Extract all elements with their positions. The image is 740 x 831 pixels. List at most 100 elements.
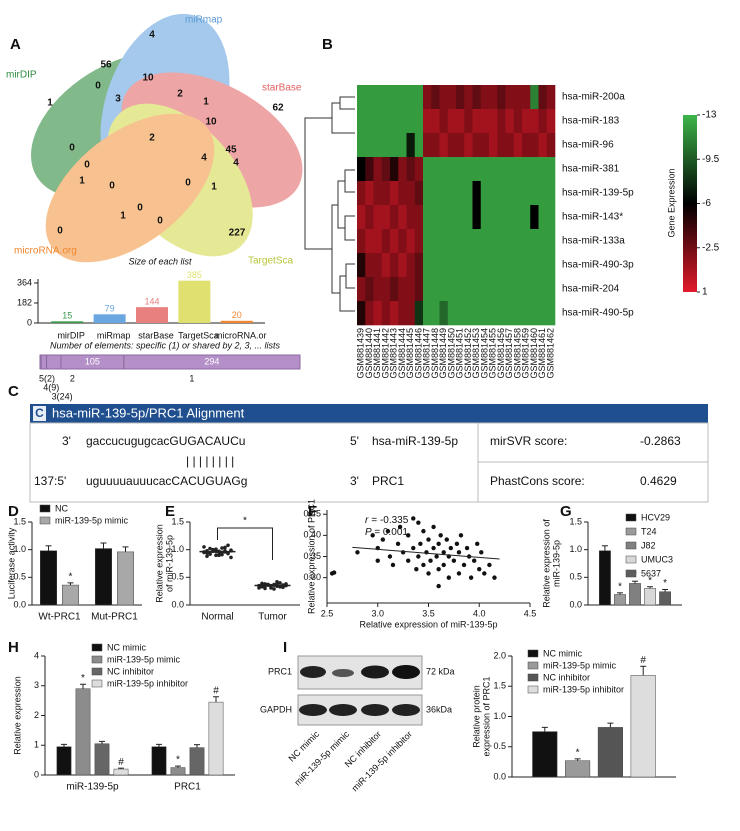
band-size: 36kDa: [426, 704, 452, 714]
heatmap-cell: [480, 181, 490, 206]
heatmap-cell: [513, 181, 523, 206]
heatmap-cell: [365, 301, 374, 326]
heatmap-cell: [357, 181, 366, 206]
heatmap-cell: [439, 85, 449, 110]
heatmap-cell: [522, 157, 531, 182]
bar: [220, 320, 253, 323]
bar: [40, 550, 57, 606]
heatmap-cell: [505, 229, 515, 254]
value-label: 20: [232, 310, 242, 320]
legend-swatch: [527, 661, 539, 670]
heatmap-cell: [505, 133, 515, 158]
heatmap-cell: [414, 85, 424, 110]
venn-count: 0: [57, 226, 63, 237]
bar: [93, 314, 126, 323]
heatmap-cell: [423, 133, 432, 158]
row-label: hsa-miR-490-3p: [562, 260, 634, 271]
column-label: GSM881460: [529, 328, 539, 379]
stat-label: P =: [365, 527, 380, 538]
heatmap-cell: [357, 109, 366, 134]
bar: [151, 746, 167, 776]
heatmap-cell: [398, 229, 407, 254]
dot: [208, 551, 212, 556]
stat: r = -0.335: [365, 515, 409, 526]
segment-label: 4(9): [43, 382, 59, 392]
heatmap-cell: [472, 253, 482, 278]
heatmap-cell: [414, 205, 424, 230]
legend-label: miR-139-5p mimic: [55, 515, 129, 525]
band: [392, 704, 420, 716]
point: [477, 566, 482, 572]
y-tick-label: 0.0: [13, 599, 26, 609]
x-tick-label: 4.0: [473, 608, 486, 618]
heatmap-cell: [381, 253, 391, 278]
y-axis-label: Relative expression of: [541, 519, 551, 608]
dot: [278, 581, 282, 585]
heatmap-cell: [489, 277, 498, 302]
heatmap-cell: [447, 277, 457, 302]
bar: [94, 743, 110, 776]
heatmap-cell: [513, 85, 523, 110]
legend-swatch: [625, 569, 637, 578]
dot: [229, 555, 233, 560]
heatmap-cell: [381, 133, 391, 158]
significance-bracket: [217, 527, 273, 560]
column-label: GSM881449: [438, 328, 448, 379]
heatmap-cell: [439, 181, 449, 206]
band: [361, 665, 389, 679]
heatmap-cell: [447, 85, 457, 110]
heatmap-cell: [381, 109, 391, 134]
row-label: hsa-miR-204: [562, 284, 620, 295]
score-value: -0.2863: [640, 434, 681, 448]
heatmap-cell: [414, 157, 424, 182]
heatmap-cell: [546, 109, 556, 134]
heatmap-cell: [406, 181, 416, 206]
colorbar-tick-label: -6: [702, 198, 711, 209]
band: [329, 704, 357, 716]
y-tick-label: 0.0: [493, 771, 506, 781]
heatmap-cell: [414, 229, 424, 254]
heatmap-cell: [398, 85, 407, 110]
venn-caption: Size of each list: [128, 256, 192, 266]
heatmap-cell: [497, 181, 506, 206]
heatmap-cell: [357, 253, 366, 278]
row-label: hsa-miR-139-5p: [562, 188, 634, 199]
heatmap-cell: [546, 157, 556, 182]
x-tick-label: TargetSca: [178, 330, 219, 340]
heatmap-cell: [398, 205, 407, 230]
panel-label: I: [283, 639, 287, 656]
heatmap-cell: [365, 205, 374, 230]
column-label: GSM881458: [512, 328, 522, 379]
heatmap-cell: [480, 133, 490, 158]
legend-label: 5637: [641, 568, 661, 578]
dot: [272, 587, 276, 591]
venn-count: 4: [233, 158, 239, 169]
x-tick-label: 3.0: [371, 608, 384, 618]
heatmap-cell: [530, 133, 539, 158]
band: [361, 704, 389, 716]
point: [446, 575, 451, 580]
point: [475, 541, 480, 547]
heatmap-cell: [431, 277, 440, 302]
bar: [136, 307, 168, 323]
target-name: PRC1: [372, 474, 404, 488]
heatmap-cell: [505, 277, 515, 302]
y-tick-label: 0.5: [493, 741, 506, 751]
band: [299, 704, 327, 716]
heatmap-cell: [456, 229, 465, 254]
heatmap-cell: [480, 109, 490, 134]
heatmap-cell: [497, 157, 506, 182]
heatmap-cell: [406, 133, 416, 158]
heatmap-cell: [431, 301, 440, 326]
legend-swatch: [625, 527, 637, 536]
heatmap-cell: [522, 253, 531, 278]
heatmap-cell: [447, 205, 457, 230]
legend-label: NC: [55, 503, 68, 513]
heatmap-cell: [373, 133, 383, 158]
heatmap-cell: [390, 277, 399, 302]
significance: *: [663, 578, 667, 589]
target-end: 137:5': [34, 474, 66, 488]
bar: [597, 727, 623, 778]
heatmap-cell: [423, 109, 432, 134]
point: [456, 550, 462, 555]
